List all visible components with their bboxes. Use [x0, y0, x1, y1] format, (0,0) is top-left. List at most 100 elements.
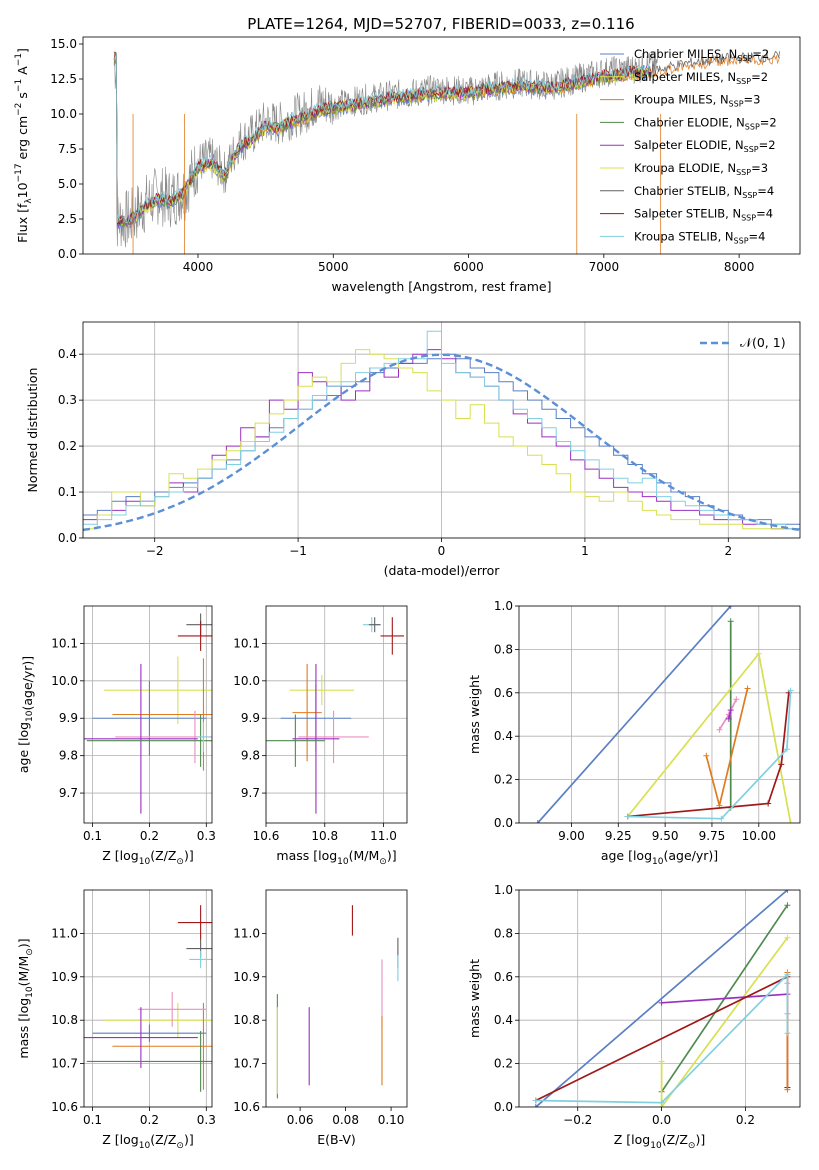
model-spectrum-line: [113, 52, 652, 224]
x-label-sub2: ⊙: [176, 1141, 184, 1151]
x-axis-label: mass [log10(M/M⊙)]: [276, 848, 396, 867]
x-label-text: Z [log: [102, 848, 138, 863]
y-tick-label: 0.0: [494, 1100, 513, 1114]
plot-area-weight_vs_age: [519, 606, 800, 823]
y-tick-label: 0.2: [58, 439, 77, 453]
y-tick-label: 9.8: [59, 749, 78, 763]
normal-distribution-curve: [83, 353, 800, 532]
plot-area-residuals: [83, 322, 800, 538]
y-tick-label: 2.5: [58, 212, 77, 226]
y-tick-label: 10.0: [233, 674, 260, 688]
y-label-sub: 10: [25, 710, 35, 722]
x-tick-label: 0: [438, 544, 446, 558]
legend-label-sub: SSP: [736, 77, 751, 86]
histogram-step-line: [83, 330, 800, 538]
y-tick-label: 10.9: [51, 970, 78, 984]
legend-label-suffix: =3: [751, 161, 768, 175]
y-tick-label: 9.8: [241, 749, 260, 763]
legend-label-sub: SSP: [734, 236, 749, 245]
x-tick-label: 7000: [589, 260, 620, 274]
legend-label: Kroupa MILES, NSSP=3: [634, 93, 760, 109]
plot-area-age_vs_mass: [266, 606, 407, 823]
x-axis-label: wavelength [Angstrom, rest frame]: [331, 279, 551, 294]
mass-weight-line: [705, 688, 749, 806]
x-tick-label: 0.2: [736, 1113, 755, 1127]
panel-residuals: −2 −1 0 1 2 0.0 0.1 0.2 0.3 0.4 (data-model)/error…: [25, 321, 801, 578]
y-tick-label: 10.0: [51, 674, 78, 688]
y-label-exp: −1: [14, 79, 24, 92]
y-tick-label: 0.0: [58, 531, 77, 545]
panel-weight_vs_Z: −0.2 0.0 0.2 0.0 0.2 0.4 0.6 0.8 1.0 Z [log10(Z/Z…: [467, 883, 801, 1151]
x-label-sub: 10: [139, 1141, 151, 1151]
model-spectrum-line: [113, 51, 652, 225]
mass-weight-marker: [784, 934, 791, 941]
x-label-text: age [log: [601, 848, 652, 863]
mass-weight-line: [661, 993, 788, 1004]
x-tick-label: 0.3: [197, 1113, 216, 1127]
x-tick-label: 8000: [724, 260, 755, 274]
mass-weight-marker: [534, 820, 541, 823]
mass-weight-line: [660, 937, 789, 1107]
x-label-sub2: ⊙: [688, 1141, 696, 1151]
plot-area-mass_vs_Z: [84, 890, 212, 1107]
x-label-end: )]: [184, 848, 194, 863]
mass-weight-marker: [784, 971, 791, 978]
legend-label-suffix: =2: [760, 115, 777, 129]
y-label-sub2: ⊙: [25, 948, 35, 956]
mass-weight-line: [627, 692, 790, 818]
y-label-tail: A: [15, 66, 30, 79]
y-tick-label: 10.6: [233, 1100, 260, 1114]
x-label-sub: 10: [139, 857, 151, 867]
x-label-end: )]: [695, 1132, 705, 1147]
mass-weight-marker: [532, 1104, 539, 1107]
model-spectrum-line: [113, 54, 652, 228]
x-tick-label: 9.50: [652, 829, 679, 843]
y-label-text: mass weight: [467, 959, 482, 1038]
y-label-exp: −17: [14, 163, 24, 182]
legend-label-text: Salpeter STELIB, N: [634, 207, 741, 221]
y-tick-label: 0.4: [494, 1013, 513, 1027]
mass-weight-marker: [778, 761, 785, 768]
legend-label-sub: SSP: [744, 145, 759, 154]
x-label-end: (age/yr)]: [663, 848, 718, 863]
y-tick-label: 7.5: [58, 142, 77, 156]
x-tick-label: 0.2: [140, 829, 159, 843]
panel-mass_vs_Z: 0.1 0.2 0.310.610.710.810.911.0Z [log10(Z/…: [16, 889, 216, 1151]
x-tick-label: 9.00: [558, 829, 585, 843]
y-tick-label: 0.2: [494, 1057, 513, 1071]
y-tick-label: 0.3: [58, 393, 77, 407]
y-axis-label: mass weight: [467, 959, 482, 1038]
x-tick-label: 0.0: [652, 1113, 671, 1127]
y-label-mid: 10: [15, 182, 30, 198]
panel-mass_vs_ebv: 0.06 0.08 0.10 10.6 10.7 10.8 10.9 11.0 E(B-V): [233, 889, 408, 1147]
x-tick-label: 6000: [453, 260, 484, 274]
plot-area-weight_vs_Z: [519, 890, 800, 1107]
x-axis-label: Z [log10(Z/Z⊙)]: [614, 1132, 705, 1151]
x-tick-label: 0.08: [332, 1113, 359, 1127]
legend-label-suffix: =2: [759, 138, 776, 152]
axes-frame: [518, 889, 801, 1108]
x-axis-label: age [log10(age/yr)]: [601, 848, 718, 867]
y-label-end: )]: [16, 938, 31, 948]
mass-weight-line: [535, 890, 788, 1107]
y-axis-label: mass weight: [467, 675, 482, 754]
y-tick-label: 1.0: [494, 599, 513, 613]
y-label-end: (age/yr)]: [20, 656, 35, 711]
legend-label: 𝒩(0, 1): [740, 335, 786, 350]
mass-weight-marker: [787, 687, 794, 694]
observed-spectrum-line: [113, 50, 659, 248]
y-axis-label: Normed distribution: [25, 368, 40, 493]
legend-label-text: Chabrier STELIB, N: [634, 184, 742, 198]
mass-weight-marker: [755, 650, 762, 657]
y-tick-label: 11.0: [51, 926, 78, 940]
legend-label: Salpeter MILES, NSSP=2: [634, 70, 768, 86]
legend-label-text: Chabrier ELODIE, N: [634, 115, 745, 129]
x-tick-label: 0.3: [197, 829, 216, 843]
histogram-step-line: [83, 349, 800, 538]
axes-frame: [83, 605, 213, 824]
x-tick-label: −1: [289, 544, 307, 558]
legend-label-sub: SSP: [737, 54, 752, 63]
mass-weight-marker: [765, 800, 772, 807]
y-label-end: ]: [15, 48, 30, 53]
